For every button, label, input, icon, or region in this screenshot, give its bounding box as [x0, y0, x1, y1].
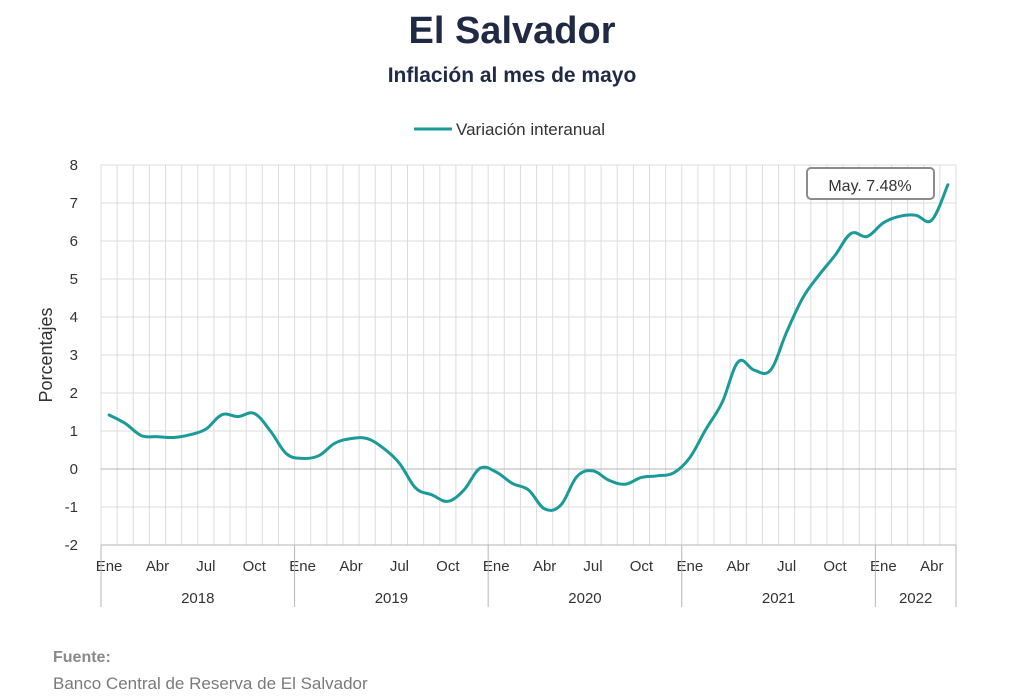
annotation-callout: May. 7.48% [806, 167, 935, 200]
y-tick-label: -1 [65, 499, 78, 516]
y-tick-label: 4 [70, 309, 78, 326]
annotation-box [806, 167, 935, 200]
annotation-label: May. 7.48% [828, 178, 911, 195]
x-year-label: 2022 [899, 590, 932, 607]
x-axis-ticks: Ene Abr Jul Oct Ene Abr Jul Oct Ene Abr Jul Oct Ene A… [96, 544, 957, 607]
chart-grid [100, 164, 957, 546]
y-tick-label: -2 [65, 537, 78, 554]
x-month-label: Ene [289, 558, 316, 575]
x-year-label: 2019 [375, 590, 408, 607]
x-month-label: Abr [920, 558, 943, 575]
y-axis-ticks: 8 7 6 5 4 3 2 1 0 -1 -2 [65, 157, 78, 554]
y-tick-label: 6 [70, 233, 78, 250]
y-axis-label: Porcentajes [36, 307, 56, 402]
chart-subtitle: Inflación al mes de mayo [387, 64, 637, 87]
series-line-variacion-interanual [107, 183, 950, 512]
x-month-label: Oct [630, 558, 654, 575]
y-tick-label: 3 [70, 347, 78, 364]
x-month-label: Abr [727, 558, 750, 575]
x-month-label: Jul [777, 558, 796, 575]
chart-title: El Salvador [408, 10, 616, 52]
source-text: Banco Central de Reserva de El Salvador [53, 674, 368, 693]
x-month-label: Oct [243, 558, 267, 575]
source-label: Fuente: [53, 649, 111, 666]
y-tick-label: 0 [70, 461, 78, 478]
y-tick-label: 1 [70, 423, 78, 440]
x-month-label: Ene [870, 558, 897, 575]
x-month-label: Ene [676, 558, 703, 575]
x-year-label: 2020 [568, 590, 601, 607]
x-month-label: Oct [436, 558, 460, 575]
x-month-label: Abr [146, 558, 169, 575]
legend-label: Variación interanual [456, 120, 605, 139]
x-month-label: Abr [533, 558, 556, 575]
y-tick-label: 5 [70, 271, 78, 288]
y-tick-label: 2 [70, 385, 78, 402]
x-month-label: Jul [196, 558, 215, 575]
x-month-label: Oct [823, 558, 847, 575]
x-month-label: Abr [339, 558, 362, 575]
series-layer [107, 183, 950, 512]
x-month-label: Jul [390, 558, 409, 575]
x-year-label: 2021 [762, 590, 795, 607]
x-year-label: 2018 [181, 590, 214, 607]
x-month-label: Jul [583, 558, 602, 575]
y-tick-label: 8 [70, 157, 78, 174]
legend: Variación interanual [414, 120, 605, 139]
x-month-label: Ene [483, 558, 510, 575]
x-month-label: Ene [96, 558, 123, 575]
y-tick-label: 7 [70, 195, 78, 212]
